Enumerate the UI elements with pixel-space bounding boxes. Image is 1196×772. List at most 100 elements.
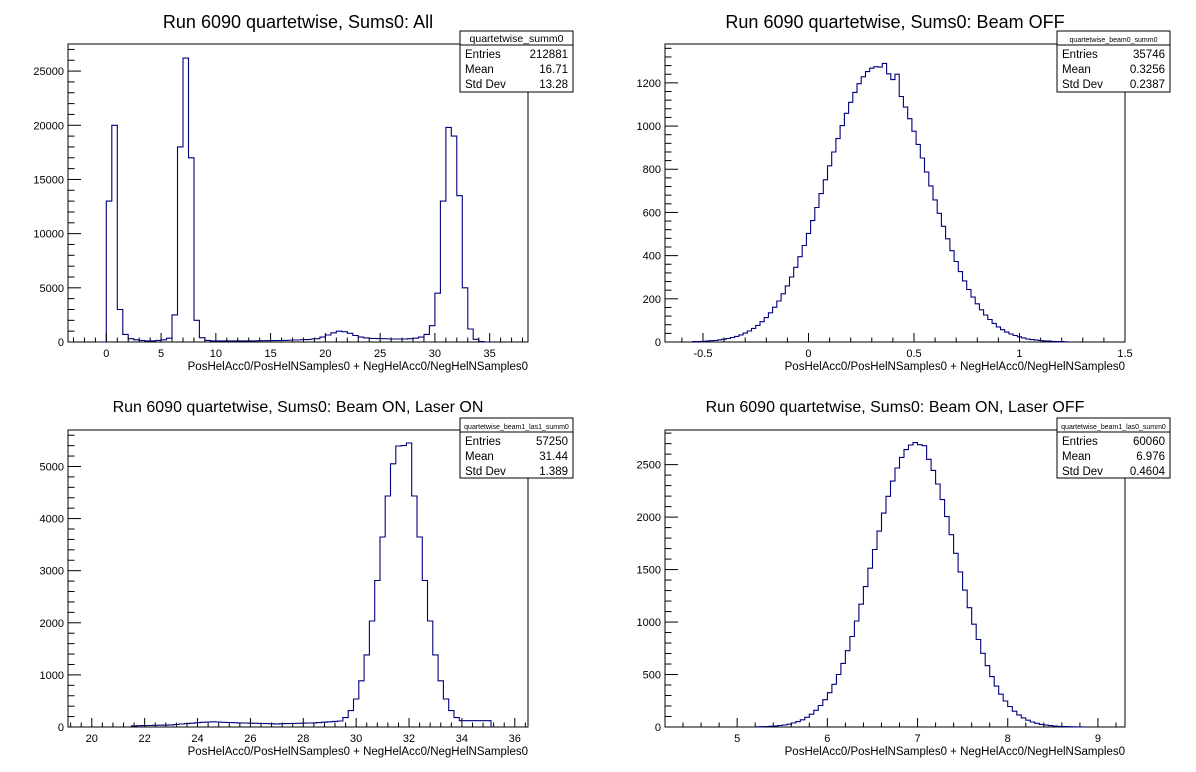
stats-label: Std Dev bbox=[1062, 79, 1103, 91]
plot-frame bbox=[67, 43, 529, 343]
y-tick-label: 0 bbox=[655, 722, 661, 734]
x-tick-label: 9 bbox=[1095, 733, 1101, 745]
y-tick-label: 1500 bbox=[637, 565, 661, 577]
stats-box-frame bbox=[1056, 417, 1171, 479]
x-axis-label: PosHelAcc0/PosHelNSamples0 + NegHelAcc0/… bbox=[188, 746, 528, 758]
stats-label: Std Dev bbox=[465, 79, 506, 91]
stats-label: Mean bbox=[465, 451, 494, 463]
x-tick-label: 26 bbox=[244, 733, 256, 745]
stats-value: 57250 bbox=[536, 436, 568, 448]
x-tick-label: 34 bbox=[456, 733, 468, 745]
stats-box: quartetwise_summ0 Entries 212881 Mean 16.71 S… bbox=[459, 30, 574, 93]
x-tick-label: 20 bbox=[86, 733, 98, 745]
stats-box-title: quartetwise_beam1_las0_summ0 bbox=[1061, 424, 1166, 431]
y-tick-label: 5000 bbox=[40, 461, 64, 473]
y-tick-label: 20000 bbox=[33, 120, 64, 132]
x-tick-label: 6 bbox=[824, 733, 830, 745]
histogram-panel-1: Run 6090 quartetwise, Sums0: All 0 5 10 15 20… bbox=[33, 12, 574, 373]
x-tick-label: 22 bbox=[139, 733, 151, 745]
x-tick-label: 15 bbox=[264, 348, 276, 360]
stats-label: Mean bbox=[465, 64, 494, 76]
y-tick-label: 500 bbox=[643, 670, 661, 682]
x-tick-label: -0.5 bbox=[693, 348, 712, 360]
stats-value: 35746 bbox=[1133, 49, 1165, 61]
plot-frame bbox=[664, 429, 1126, 728]
chart-title: Run 6090 quartetwise, Sums0: Beam OFF bbox=[725, 12, 1064, 32]
stats-label: Mean bbox=[1062, 64, 1091, 76]
y-tick-label: 2000 bbox=[40, 618, 64, 630]
stats-value: 0.4604 bbox=[1130, 466, 1166, 478]
stats-box-title: quartetwise_beam1_las1_summ0 bbox=[464, 424, 569, 431]
x-tick-label: 1.5 bbox=[1117, 348, 1132, 360]
x-axis-label: PosHelAcc0/PosHelNSamples0 + NegHelAcc0/… bbox=[188, 361, 528, 373]
x-tick-label: 7 bbox=[914, 733, 920, 745]
stats-label: Entries bbox=[465, 436, 501, 448]
x-tick-label: 35 bbox=[484, 348, 496, 360]
stats-box-title: quartetwise_summ0 bbox=[470, 33, 564, 45]
histogram-panel-3: Run 6090 quartetwise, Sums0: Beam ON, La… bbox=[40, 399, 574, 758]
x-tick-label: 30 bbox=[350, 733, 362, 745]
y-tick-label: 5000 bbox=[40, 283, 64, 295]
y-tick-label: 800 bbox=[643, 164, 661, 176]
y-tick-label: 4000 bbox=[40, 514, 64, 526]
y-tick-label: 1200 bbox=[637, 78, 661, 90]
stats-box-frame bbox=[1056, 30, 1171, 93]
y-tick-label: 25000 bbox=[33, 66, 64, 78]
x-tick-label: 1 bbox=[1016, 348, 1022, 360]
y-tick-label: 10000 bbox=[33, 229, 64, 241]
chart-title: Run 6090 quartetwise, Sums0: Beam ON, La… bbox=[113, 399, 484, 416]
histogram-panel-4: Run 6090 quartetwise, Sums0: Beam ON, La… bbox=[637, 399, 1171, 758]
y-tick-label: 1000 bbox=[40, 670, 64, 682]
x-tick-label: 5 bbox=[158, 348, 164, 360]
histogram-panel-2: Run 6090 quartetwise, Sums0: Beam OFF -0.… bbox=[637, 12, 1171, 373]
chart-title: Run 6090 quartetwise, Sums0: Beam ON, La… bbox=[706, 399, 1085, 416]
y-tick-label: 600 bbox=[643, 207, 661, 219]
stats-box-frame bbox=[459, 417, 574, 479]
stats-value: 31.44 bbox=[539, 451, 568, 463]
x-tick-label: 10 bbox=[210, 348, 222, 360]
stats-value: 1.389 bbox=[539, 466, 568, 478]
stats-label: Std Dev bbox=[1062, 466, 1103, 478]
stats-value: 0.2387 bbox=[1130, 79, 1165, 91]
stats-value: 0.3256 bbox=[1130, 64, 1165, 76]
x-tick-label: 32 bbox=[403, 733, 415, 745]
x-tick-label: 8 bbox=[1005, 733, 1011, 745]
stats-box: quartetwise_beam1_las0_summ0 Entries 60060… bbox=[1056, 417, 1171, 479]
plot-frame bbox=[664, 43, 1126, 343]
y-tick-label: 0 bbox=[58, 337, 64, 349]
stats-label: Mean bbox=[1062, 451, 1091, 463]
x-tick-label: 36 bbox=[509, 733, 521, 745]
y-tick-label: 1000 bbox=[637, 121, 661, 133]
stats-value: 16.71 bbox=[539, 64, 568, 76]
y-tick-label: 0 bbox=[655, 337, 661, 349]
stats-value: 6.976 bbox=[1136, 451, 1165, 463]
x-tick-label: 0 bbox=[103, 348, 109, 360]
stats-label: Entries bbox=[465, 49, 501, 61]
x-tick-label: 24 bbox=[191, 733, 203, 745]
histogram-line bbox=[100, 57, 490, 343]
x-tick-label: 0 bbox=[805, 348, 811, 360]
x-tick-label: 20 bbox=[319, 348, 331, 360]
stats-box: quartetwise_beam1_las1_summ0 Entries 57250… bbox=[459, 417, 574, 479]
stats-value: 60060 bbox=[1133, 436, 1165, 448]
histogram-line bbox=[754, 442, 1085, 728]
stats-box: quartetwise_beam0_summ0 Entries 35746 Mean 0… bbox=[1056, 30, 1171, 93]
y-tick-label: 15000 bbox=[33, 174, 64, 186]
x-tick-label: 30 bbox=[429, 348, 441, 360]
y-tick-label: 200 bbox=[643, 294, 661, 306]
y-tick-label: 0 bbox=[58, 722, 64, 734]
x-tick-label: 0.5 bbox=[906, 348, 921, 360]
stats-label: Std Dev bbox=[465, 466, 506, 478]
plot-frame bbox=[67, 429, 529, 728]
x-axis-label: PosHelAcc0/PosHelNSamples0 + NegHelAcc0/… bbox=[785, 361, 1125, 373]
y-tick-label: 2500 bbox=[637, 460, 661, 472]
stats-box-frame bbox=[459, 30, 574, 93]
y-tick-label: 400 bbox=[643, 251, 661, 263]
chart-title: Run 6090 quartetwise, Sums0: All bbox=[163, 12, 433, 32]
histogram-line bbox=[130, 442, 492, 727]
x-tick-label: 25 bbox=[374, 348, 386, 360]
x-tick-label: 28 bbox=[297, 733, 309, 745]
stats-value: 13.28 bbox=[539, 79, 568, 91]
stats-label: Entries bbox=[1062, 49, 1098, 61]
